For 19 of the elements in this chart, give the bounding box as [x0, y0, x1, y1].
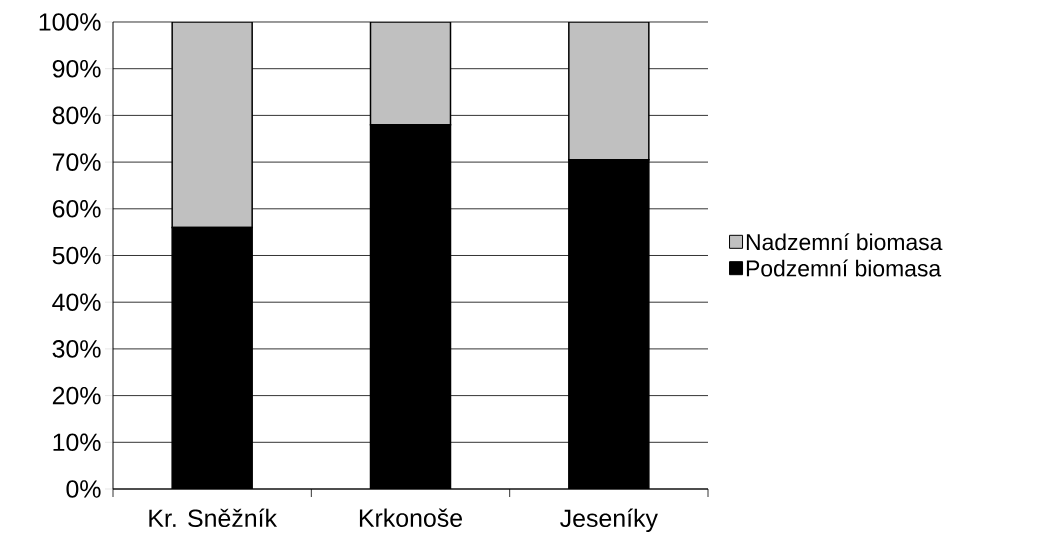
y-tick-label: 70% [52, 153, 101, 171]
y-tick-label: 60% [52, 199, 101, 218]
legend-label: Podzemní biomasa [746, 259, 942, 277]
y-tick-label: 80% [52, 106, 101, 125]
y-tick-label: 100% [39, 13, 101, 31]
x-tick-label: Jeseníky [560, 508, 658, 533]
bar [568, 22, 650, 161]
y-tick-label: 50% [52, 246, 101, 265]
y-tick-label: 0% [66, 480, 101, 498]
y-tick-label: 10% [53, 433, 101, 452]
y-tick-label: 40% [52, 293, 101, 312]
bar [369, 22, 452, 126]
y-tick-label: 20% [52, 386, 101, 405]
bar [171, 22, 253, 229]
y-tick-label: 30% [52, 340, 101, 358]
x-tick-label: Krkonoše [359, 508, 462, 527]
y-tick-label: 90% [52, 59, 101, 78]
legend-label: Nadzemní biomasa [746, 233, 943, 251]
x-tick-label: Kr. Sněžník [149, 508, 278, 528]
